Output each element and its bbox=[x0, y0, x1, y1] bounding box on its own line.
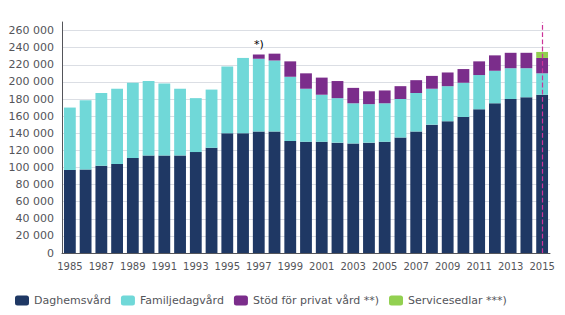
svg-text:200 000: 200 000 bbox=[9, 75, 55, 88]
svg-text:2015: 2015 bbox=[529, 261, 554, 272]
svg-text:240 000: 240 000 bbox=[9, 41, 55, 54]
svg-text:1987: 1987 bbox=[89, 261, 114, 272]
svg-text:1997: 1997 bbox=[246, 261, 271, 272]
svg-text:260 000: 260 000 bbox=[9, 24, 55, 37]
svg-text:Familjedagvård: Familjedagvård bbox=[140, 294, 224, 307]
svg-text:1995: 1995 bbox=[215, 261, 240, 272]
svg-text:1993: 1993 bbox=[183, 261, 208, 272]
svg-text:2003: 2003 bbox=[340, 261, 365, 272]
svg-text:20 000: 20 000 bbox=[16, 229, 55, 242]
svg-text:2013: 2013 bbox=[498, 261, 523, 272]
svg-text:0: 0 bbox=[47, 247, 54, 260]
svg-text:2005: 2005 bbox=[372, 261, 397, 272]
svg-text:120 000: 120 000 bbox=[9, 144, 55, 157]
svg-text:*): *) bbox=[254, 38, 264, 51]
svg-text:220 000: 220 000 bbox=[9, 58, 55, 71]
svg-text:2001: 2001 bbox=[309, 261, 334, 272]
svg-text:180 000: 180 000 bbox=[9, 93, 55, 106]
svg-text:2007: 2007 bbox=[403, 261, 428, 272]
svg-text:Stöd för privat vård **): Stöd för privat vård **) bbox=[253, 294, 379, 307]
svg-text:1989: 1989 bbox=[120, 261, 145, 272]
svg-text:60 000: 60 000 bbox=[16, 195, 55, 208]
svg-text:80 000: 80 000 bbox=[16, 178, 55, 191]
svg-text:1985: 1985 bbox=[57, 261, 82, 272]
svg-text:2011: 2011 bbox=[466, 261, 491, 272]
svg-text:100 000: 100 000 bbox=[9, 161, 55, 174]
svg-text:Servicesedlar ***): Servicesedlar ***) bbox=[408, 294, 507, 307]
svg-text:40 000: 40 000 bbox=[16, 212, 55, 225]
svg-text:1999: 1999 bbox=[278, 261, 303, 272]
svg-text:1991: 1991 bbox=[152, 261, 177, 272]
svg-text:2009: 2009 bbox=[435, 261, 460, 272]
svg-text:140 000: 140 000 bbox=[9, 127, 55, 140]
svg-text:Daghemsvård: Daghemsvård bbox=[34, 294, 111, 307]
svg-text:160 000: 160 000 bbox=[9, 110, 55, 123]
